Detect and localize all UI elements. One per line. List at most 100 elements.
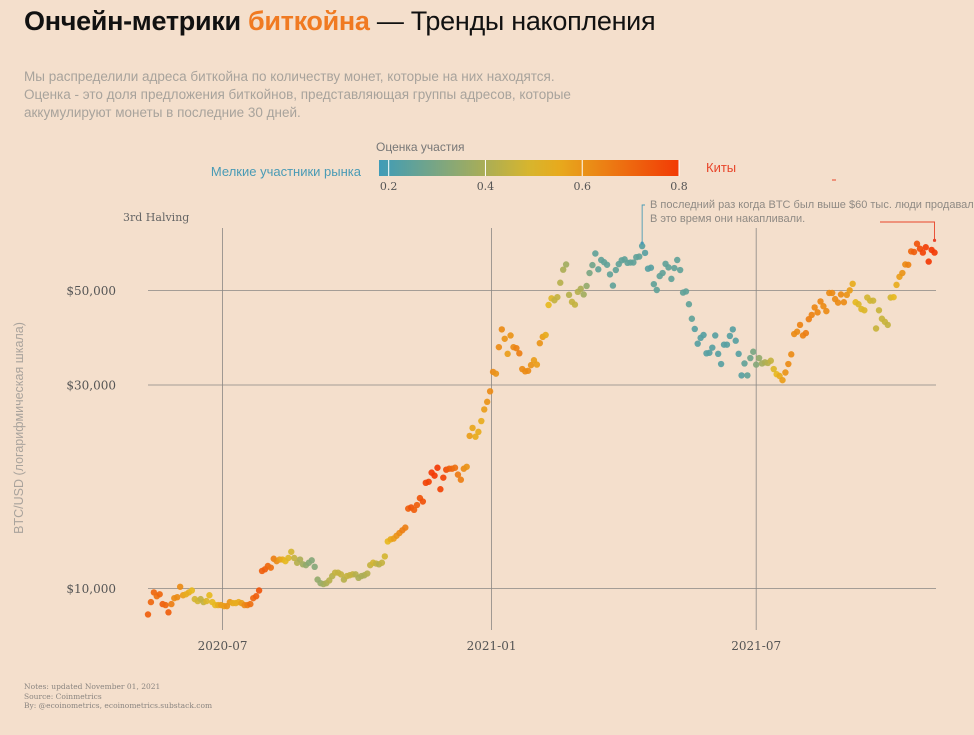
data-point	[884, 321, 891, 329]
data-point	[188, 587, 196, 594]
data-point	[747, 354, 754, 362]
subtitle-line-3: аккумулируют монеты в последние 30 дней.	[24, 105, 301, 120]
data-point	[466, 432, 473, 440]
data-point	[255, 587, 263, 594]
data-point	[247, 600, 254, 608]
data-point	[788, 351, 795, 358]
data-point	[542, 331, 549, 339]
data-point	[162, 601, 169, 609]
data-point	[364, 570, 371, 577]
data-point	[378, 559, 386, 566]
annotation-text-1: В последний раз когда BTC был выше $60 т…	[650, 199, 974, 211]
data-point	[592, 250, 599, 257]
data-point	[267, 564, 275, 571]
data-point	[595, 266, 602, 273]
data-point	[653, 286, 660, 294]
data-point	[905, 261, 912, 268]
data-point	[849, 280, 856, 288]
data-point	[144, 611, 152, 618]
data-point	[665, 264, 672, 271]
data-point	[469, 424, 476, 432]
data-point	[495, 343, 503, 351]
data-point	[919, 249, 927, 256]
data-point	[516, 350, 523, 357]
data-point	[536, 339, 544, 347]
x-tick-label: 2020-07	[198, 639, 248, 653]
data-point	[700, 331, 707, 339]
subtitle-line-2: Оценка - это доля предложения биткойнов,…	[24, 87, 571, 102]
data-point	[252, 593, 260, 600]
data-point	[507, 332, 514, 339]
legend-tick-label: 0.4	[477, 180, 495, 193]
legend-title: Оценка участия	[376, 140, 465, 154]
data-point	[168, 600, 175, 608]
data-point	[486, 388, 494, 395]
data-point	[899, 269, 906, 277]
data-point	[419, 498, 427, 505]
y-axis-title: BTC/USD (логарифмическая шкала)	[12, 322, 26, 534]
data-point	[457, 476, 465, 483]
data-point	[431, 472, 438, 479]
data-point	[837, 291, 845, 298]
y-tick-label: $10,000	[66, 582, 116, 596]
data-point	[682, 288, 690, 295]
data-point	[478, 417, 485, 425]
data-point	[498, 326, 505, 333]
x-tick-label: 2021-07	[731, 639, 781, 653]
chart-subtitle: Мы распределили адреса биткойна по колич…	[24, 68, 584, 122]
data-point	[647, 264, 655, 271]
data-point	[311, 563, 318, 571]
legend-tick-label: 0.2	[380, 180, 398, 193]
data-point	[641, 249, 649, 257]
data-point	[580, 291, 587, 298]
data-point	[872, 325, 880, 332]
data-point	[846, 287, 853, 294]
data-point	[147, 598, 155, 606]
data-point	[723, 341, 731, 348]
data-point	[527, 361, 535, 369]
legend-colorbar	[379, 160, 679, 176]
data-point	[413, 501, 421, 509]
data-point	[709, 344, 716, 351]
halving-annotation: 3rd Halving	[123, 211, 189, 224]
notes-line-2: Source: Coinmetrics	[24, 691, 102, 701]
data-point	[814, 309, 821, 316]
data-point	[425, 478, 432, 485]
data-point	[451, 464, 459, 471]
data-point	[481, 406, 488, 413]
data-point	[717, 360, 725, 368]
data-point	[463, 463, 470, 470]
data-point	[565, 291, 573, 299]
data-point	[732, 337, 739, 344]
data-point	[840, 299, 848, 306]
data-point	[650, 280, 658, 288]
data-point	[492, 370, 500, 377]
data-point	[557, 279, 564, 286]
data-point	[922, 244, 929, 251]
data-point	[571, 301, 579, 308]
data-point	[755, 354, 763, 362]
data-point	[726, 332, 734, 340]
data-point	[668, 275, 675, 283]
legend-tick-label: 0.8	[670, 180, 688, 193]
data-point	[630, 259, 637, 266]
data-point	[524, 367, 532, 374]
data-point	[176, 583, 184, 590]
data-point	[636, 253, 643, 260]
data-point	[785, 360, 792, 368]
legend-left-label: Мелкие участники рынка	[211, 164, 362, 179]
data-point	[577, 285, 584, 293]
data-point	[931, 249, 938, 256]
data-point	[554, 293, 561, 301]
data-point	[676, 266, 684, 274]
data-point	[296, 556, 304, 563]
data-point	[475, 428, 482, 436]
data-point	[609, 282, 617, 289]
data-point	[290, 554, 298, 562]
data-point	[779, 376, 786, 384]
data-point	[562, 261, 570, 268]
data-point	[206, 592, 213, 599]
data-point	[545, 301, 552, 309]
data-point	[691, 325, 698, 333]
